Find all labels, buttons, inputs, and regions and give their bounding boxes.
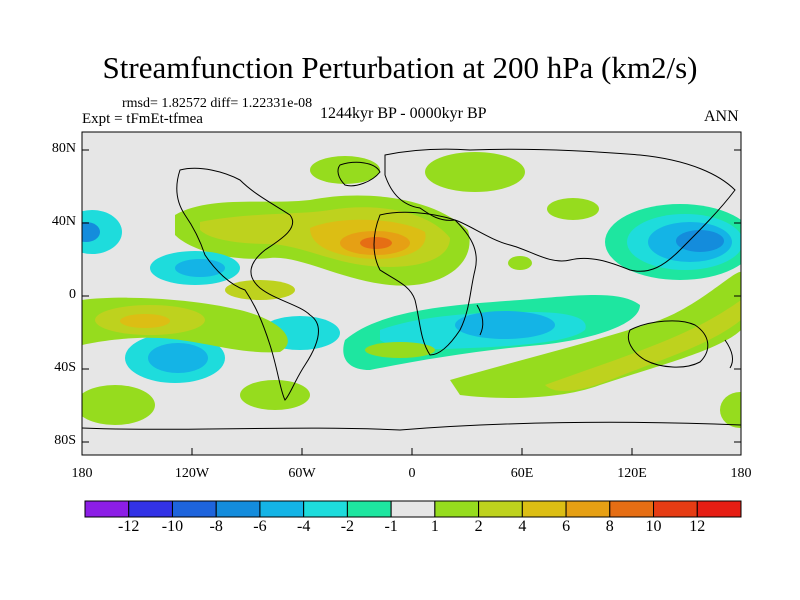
colorbar-box	[303, 500, 348, 518]
coastline-antarctica	[82, 421, 741, 431]
colorbar-label: -12	[118, 518, 140, 535]
stats-line: rmsd= 1.82572 diff= 1.22331e-08	[122, 96, 313, 111]
colorbar-box	[84, 500, 130, 518]
colorbar-label: -1	[384, 518, 398, 535]
period-label: 1244kyr BP - 0000kyr BP	[320, 105, 487, 122]
contour-max-south-pacific	[120, 314, 170, 328]
coastline-greenland	[337, 161, 381, 187]
coastline-new-zealand	[724, 339, 733, 369]
contour-band-positive	[425, 152, 525, 192]
lon-label-120w: 120W	[174, 466, 210, 481]
contour-band-negative	[82, 210, 122, 254]
colorbar-label: 2	[474, 518, 483, 535]
colorbar	[84, 500, 742, 518]
colorbar-box	[653, 500, 698, 518]
contour-field	[82, 132, 741, 455]
colorbar-box	[128, 500, 173, 518]
experiment-label: Expt = tFmEt-tfmea	[82, 111, 203, 127]
colorbar-box	[565, 500, 611, 518]
colorbar-box	[434, 500, 480, 518]
axis-ticks	[82, 149, 741, 455]
coastline-madagascar	[476, 304, 484, 336]
colorbar-label: 10	[645, 518, 662, 535]
contour-band-positive	[240, 380, 310, 410]
colorbar-label: 4	[518, 518, 527, 535]
lon-label-180w: 180	[71, 466, 93, 481]
colorbar-label: 6	[562, 518, 571, 535]
lat-label-40n: 40N	[51, 214, 76, 229]
contour-min-indian	[455, 311, 555, 339]
contour-band-positive	[545, 300, 741, 392]
contour-band-negative	[175, 259, 225, 277]
coastline-australia	[627, 320, 709, 368]
colorbar-box	[259, 500, 305, 518]
colorbar-box	[521, 500, 567, 518]
colorbar-box	[215, 500, 261, 518]
lon-label-120e: 120E	[617, 466, 647, 481]
lat-label-40s: 40S	[54, 360, 76, 375]
contour-band-positive	[82, 385, 155, 425]
contour-max-sahara-core	[360, 237, 392, 249]
contour-band-positive	[547, 198, 599, 220]
lon-label-60w: 60W	[288, 466, 316, 481]
colorbar-label: -10	[161, 518, 184, 535]
chart-title: Streamfunction Perturbation at 200 hPa (…	[102, 50, 698, 85]
colorbar-label: 1	[430, 518, 439, 535]
colorbar-box	[696, 500, 742, 518]
contour-band-positive	[720, 392, 741, 428]
coastline-americas	[176, 167, 319, 401]
colorbar-label: 12	[689, 518, 706, 535]
contour-band-positive	[508, 256, 532, 270]
colorbar-box	[609, 500, 655, 518]
lat-label-80s: 80S	[54, 433, 76, 448]
coastline-africa	[373, 211, 477, 356]
contour-band-positive	[310, 156, 380, 184]
colorbar-box	[478, 500, 523, 518]
colorbar-label: 8	[605, 518, 614, 535]
contour-band-negative	[82, 222, 100, 242]
contour-band-positive	[450, 271, 741, 398]
contour-band-positive	[365, 342, 435, 358]
colorbar-box	[171, 500, 217, 518]
colorbar-box	[390, 500, 436, 518]
colorbar-label: -8	[209, 518, 223, 535]
coastlines	[82, 148, 741, 431]
contour-band-positive	[225, 280, 295, 300]
colorbar-label: -2	[340, 518, 355, 535]
lon-label-180e: 180	[730, 466, 752, 481]
lon-label-0: 0	[408, 466, 416, 481]
lat-label-eq: 0	[69, 287, 76, 302]
colorbar-label: -6	[253, 518, 267, 535]
season-label: ANN	[704, 108, 739, 125]
contour-min-south-pacific	[148, 343, 208, 373]
contour-min-pacific	[676, 230, 724, 252]
colorbar-box	[346, 500, 392, 518]
colorbar-label: -4	[296, 518, 311, 535]
lat-label-80n: 80N	[51, 141, 76, 156]
coastline-eurasia	[384, 148, 736, 272]
lon-label-60e: 60E	[510, 466, 534, 481]
